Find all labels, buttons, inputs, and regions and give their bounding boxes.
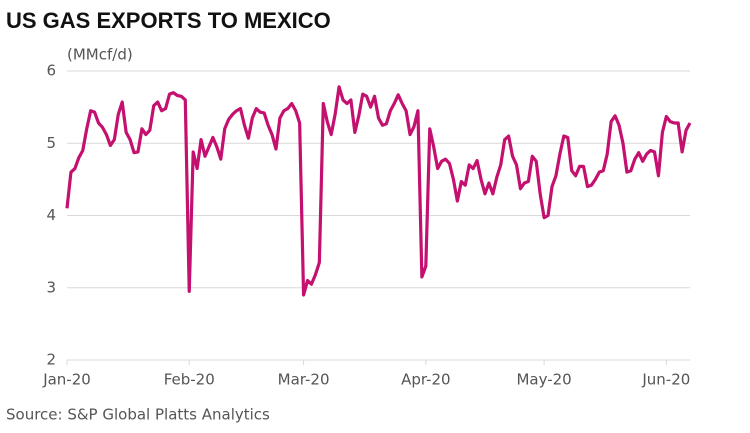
x-tick-label: Mar-20 [278,371,330,389]
x-tick-label: May-20 [516,371,571,389]
chart-title: US GAS EXPORTS TO MEXICO [6,8,331,33]
x-tick-label: Feb-20 [164,371,215,389]
y-tick-label: 2 [46,351,56,369]
x-tick-label: Jun-20 [641,371,690,389]
y-tick-label: 3 [46,278,56,296]
y-tick-label: 6 [46,62,56,80]
y-axis-label: (MMcf/d) [67,46,133,64]
x-tick-label: Apr-20 [401,371,451,389]
source: Source: S&P Global Platts Analytics [6,406,270,424]
y-tick-label: 5 [46,134,56,152]
x-tick-label: Jan-20 [42,371,91,389]
y-tick-label: 4 [46,206,56,224]
line [65,85,692,297]
